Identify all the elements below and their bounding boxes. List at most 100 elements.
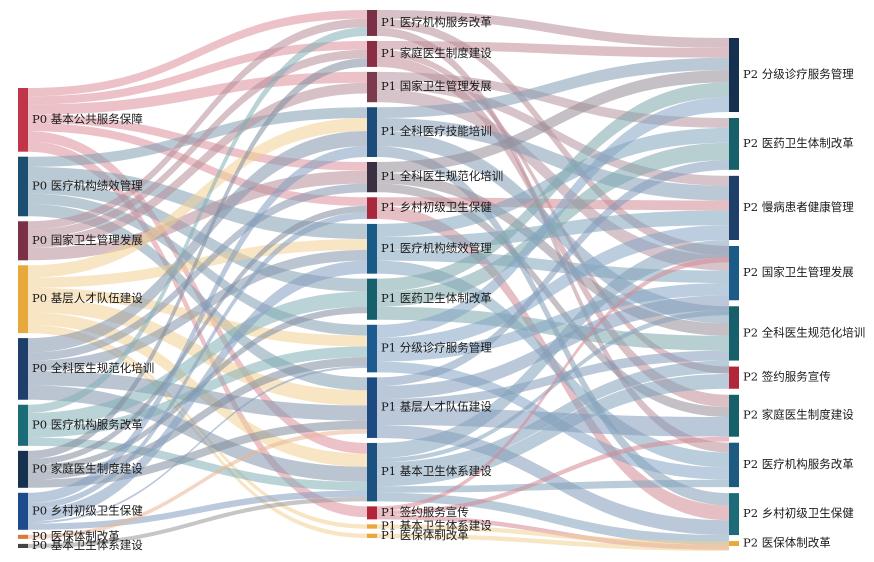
node-bar-p2_ybtz: [729, 541, 739, 546]
flow-link: [28, 118, 367, 278]
node-bar-p1_ylxj: [367, 223, 377, 274]
node-label-p2_ybtz: P2 医保体制改革: [743, 536, 831, 550]
flow-link: [377, 283, 729, 362]
flow-link: [377, 197, 729, 211]
flow-link: [377, 257, 729, 511]
node-label-p2_mbhz: P2 慢病患者健康管理: [743, 200, 854, 214]
node-bar-p2_xcws: [729, 493, 739, 536]
node-label-p0_xcws: P0 乡村初级卫生保健: [32, 503, 143, 517]
node-label-p2_qyfw: P2 签约服务宣传: [743, 370, 831, 384]
flow-link: [28, 27, 367, 413]
flow-link: [28, 18, 367, 230]
node-label-p1_fjzl: P1 分级诊疗服务管理: [381, 341, 492, 355]
flow-link: [377, 533, 729, 551]
node-bar-p2_yytz: [729, 118, 739, 170]
sankey-nodes: [18, 10, 739, 548]
node-label-p1_jtys: P1 家庭医生制度建设: [381, 46, 492, 60]
node-label-p0_ybtz: P0 医保体制改革: [32, 529, 120, 543]
node-bar-p1_yytz: [367, 278, 377, 320]
flow-link: [28, 146, 367, 504]
node-bar-p1_ybtz: [367, 533, 377, 538]
node-label-p0_jbgg: P0 基本公共服务保障: [32, 112, 143, 126]
node-bar-p0_jbws: [18, 543, 28, 548]
node-bar-p0_qkys: [18, 338, 28, 400]
node-bar-p1_qkjn: [367, 107, 377, 157]
node-bar-p1_qyfw: [367, 506, 377, 520]
flow-link: [28, 420, 367, 488]
flow-link: [377, 40, 729, 58]
flow-link: [377, 306, 729, 351]
node-bar-p2_qkgf: [729, 306, 739, 361]
node-label-p1_jcrc: P1 基层人才队伍建设: [381, 400, 492, 414]
flow-link: [377, 118, 729, 201]
node-bar-p1_jbws: [367, 442, 377, 502]
node-label-p1_qyfw: P1 签约服务宣传: [381, 505, 469, 519]
node-bar-p0_ylxj: [18, 156, 28, 217]
node-bar-p0_ylfw: [18, 404, 28, 446]
flow-link: [28, 497, 367, 548]
node-label-p2_qkgf: P2 全科医生规范化培训: [743, 325, 865, 339]
node-bar-p2_qyfw: [729, 366, 739, 389]
flow-link: [377, 57, 729, 119]
node-label-p0_jtys: P0 家庭医生制度建设: [32, 461, 143, 475]
flow-link: [377, 172, 729, 336]
flow-link: [28, 212, 367, 510]
node-label-p2_xcws: P2 乡村初级卫生保健: [743, 506, 854, 520]
flow-link: [28, 58, 367, 460]
flow-link: [28, 205, 367, 466]
node-label-p0_ylxj: P0 医疗机构绩效管理: [32, 178, 143, 192]
node-label-p2_jtys: P2 家庭医生制度建设: [743, 408, 854, 422]
flow-link: [377, 360, 729, 474]
node-bar-p1_jtys: [367, 40, 377, 67]
flow-link: [377, 260, 729, 468]
flow-link: [28, 429, 367, 539]
flow-link: [28, 260, 367, 522]
node-label-p1_jbws: P1 基本卫生体系建设: [381, 464, 492, 478]
node-bar-p0_gjws: [18, 221, 28, 261]
flow-link: [28, 437, 367, 491]
node-label-p2_ylfw: P2 医疗机构服务改革: [743, 457, 854, 471]
node-label-p0_ylfw: P0 医疗机构服务改革: [32, 417, 143, 431]
node-label-p2_gjws: P2 国家卫生管理发展: [743, 265, 854, 279]
flow-link: [377, 225, 729, 351]
flow-link: [28, 107, 367, 167]
flow-link: [28, 203, 367, 391]
node-label-p2_yytz: P2 医药卫生体制改革: [743, 136, 854, 150]
flow-link: [377, 183, 729, 417]
node-bar-p1_jbws2: [367, 524, 377, 529]
flow-link: [377, 159, 729, 387]
node-label-p1_ylxj: P1 医疗机构绩效管理: [381, 241, 492, 255]
node-label-p1_jbws2: P1 基本卫生体系建设: [381, 519, 492, 533]
node-bar-p1_ylfw: [367, 10, 377, 36]
flow-link: [377, 436, 729, 516]
node-bar-p1_gjws: [367, 71, 377, 103]
flow-link: [28, 357, 367, 480]
flow-link: [377, 10, 729, 48]
node-bar-p2_gjws: [729, 245, 739, 301]
flow-link: [28, 40, 367, 105]
node-label-p1_ybtz: P1 医保体制改革: [381, 528, 469, 542]
node-label-p1_xcws: P1 乡村初级卫生保健: [381, 200, 492, 214]
flow-link: [28, 10, 367, 97]
node-bar-p0_jcrc: [18, 265, 28, 334]
flow-link: [377, 515, 729, 550]
node-label-p0_jbws: P0 基本卫生体系建设: [32, 538, 143, 552]
node-label-p1_qkgf: P1 全科医生规范化培训: [381, 169, 503, 183]
node-label-p1_yytz: P1 医药卫生体制改革: [381, 291, 492, 305]
node-label-p0_gjws: P0 国家卫生管理发展: [32, 233, 143, 247]
node-bar-p2_fjzl: [729, 38, 739, 113]
flow-link: [28, 365, 367, 524]
node-bar-p1_fjzl: [367, 324, 377, 373]
flow-link: [28, 71, 367, 115]
node-bar-p2_mbhz: [729, 175, 739, 240]
flow-link: [28, 287, 367, 347]
node-bar-p0_ybtz: [18, 534, 28, 539]
node-bar-p0_jtys: [18, 450, 28, 488]
flow-link: [377, 373, 729, 487]
flow-link: [28, 490, 367, 530]
sankey-labels: P0 基本公共服务保障 P0 医疗机构绩效管理 P0 国家卫生管理发展 P0 基层人才…: [32, 15, 865, 552]
flow-link: [28, 385, 367, 482]
flow-link: [377, 239, 729, 459]
node-label-p1_gjws: P1 国家卫生管理发展: [381, 79, 492, 93]
node-bar-p0_xcws: [18, 492, 28, 530]
